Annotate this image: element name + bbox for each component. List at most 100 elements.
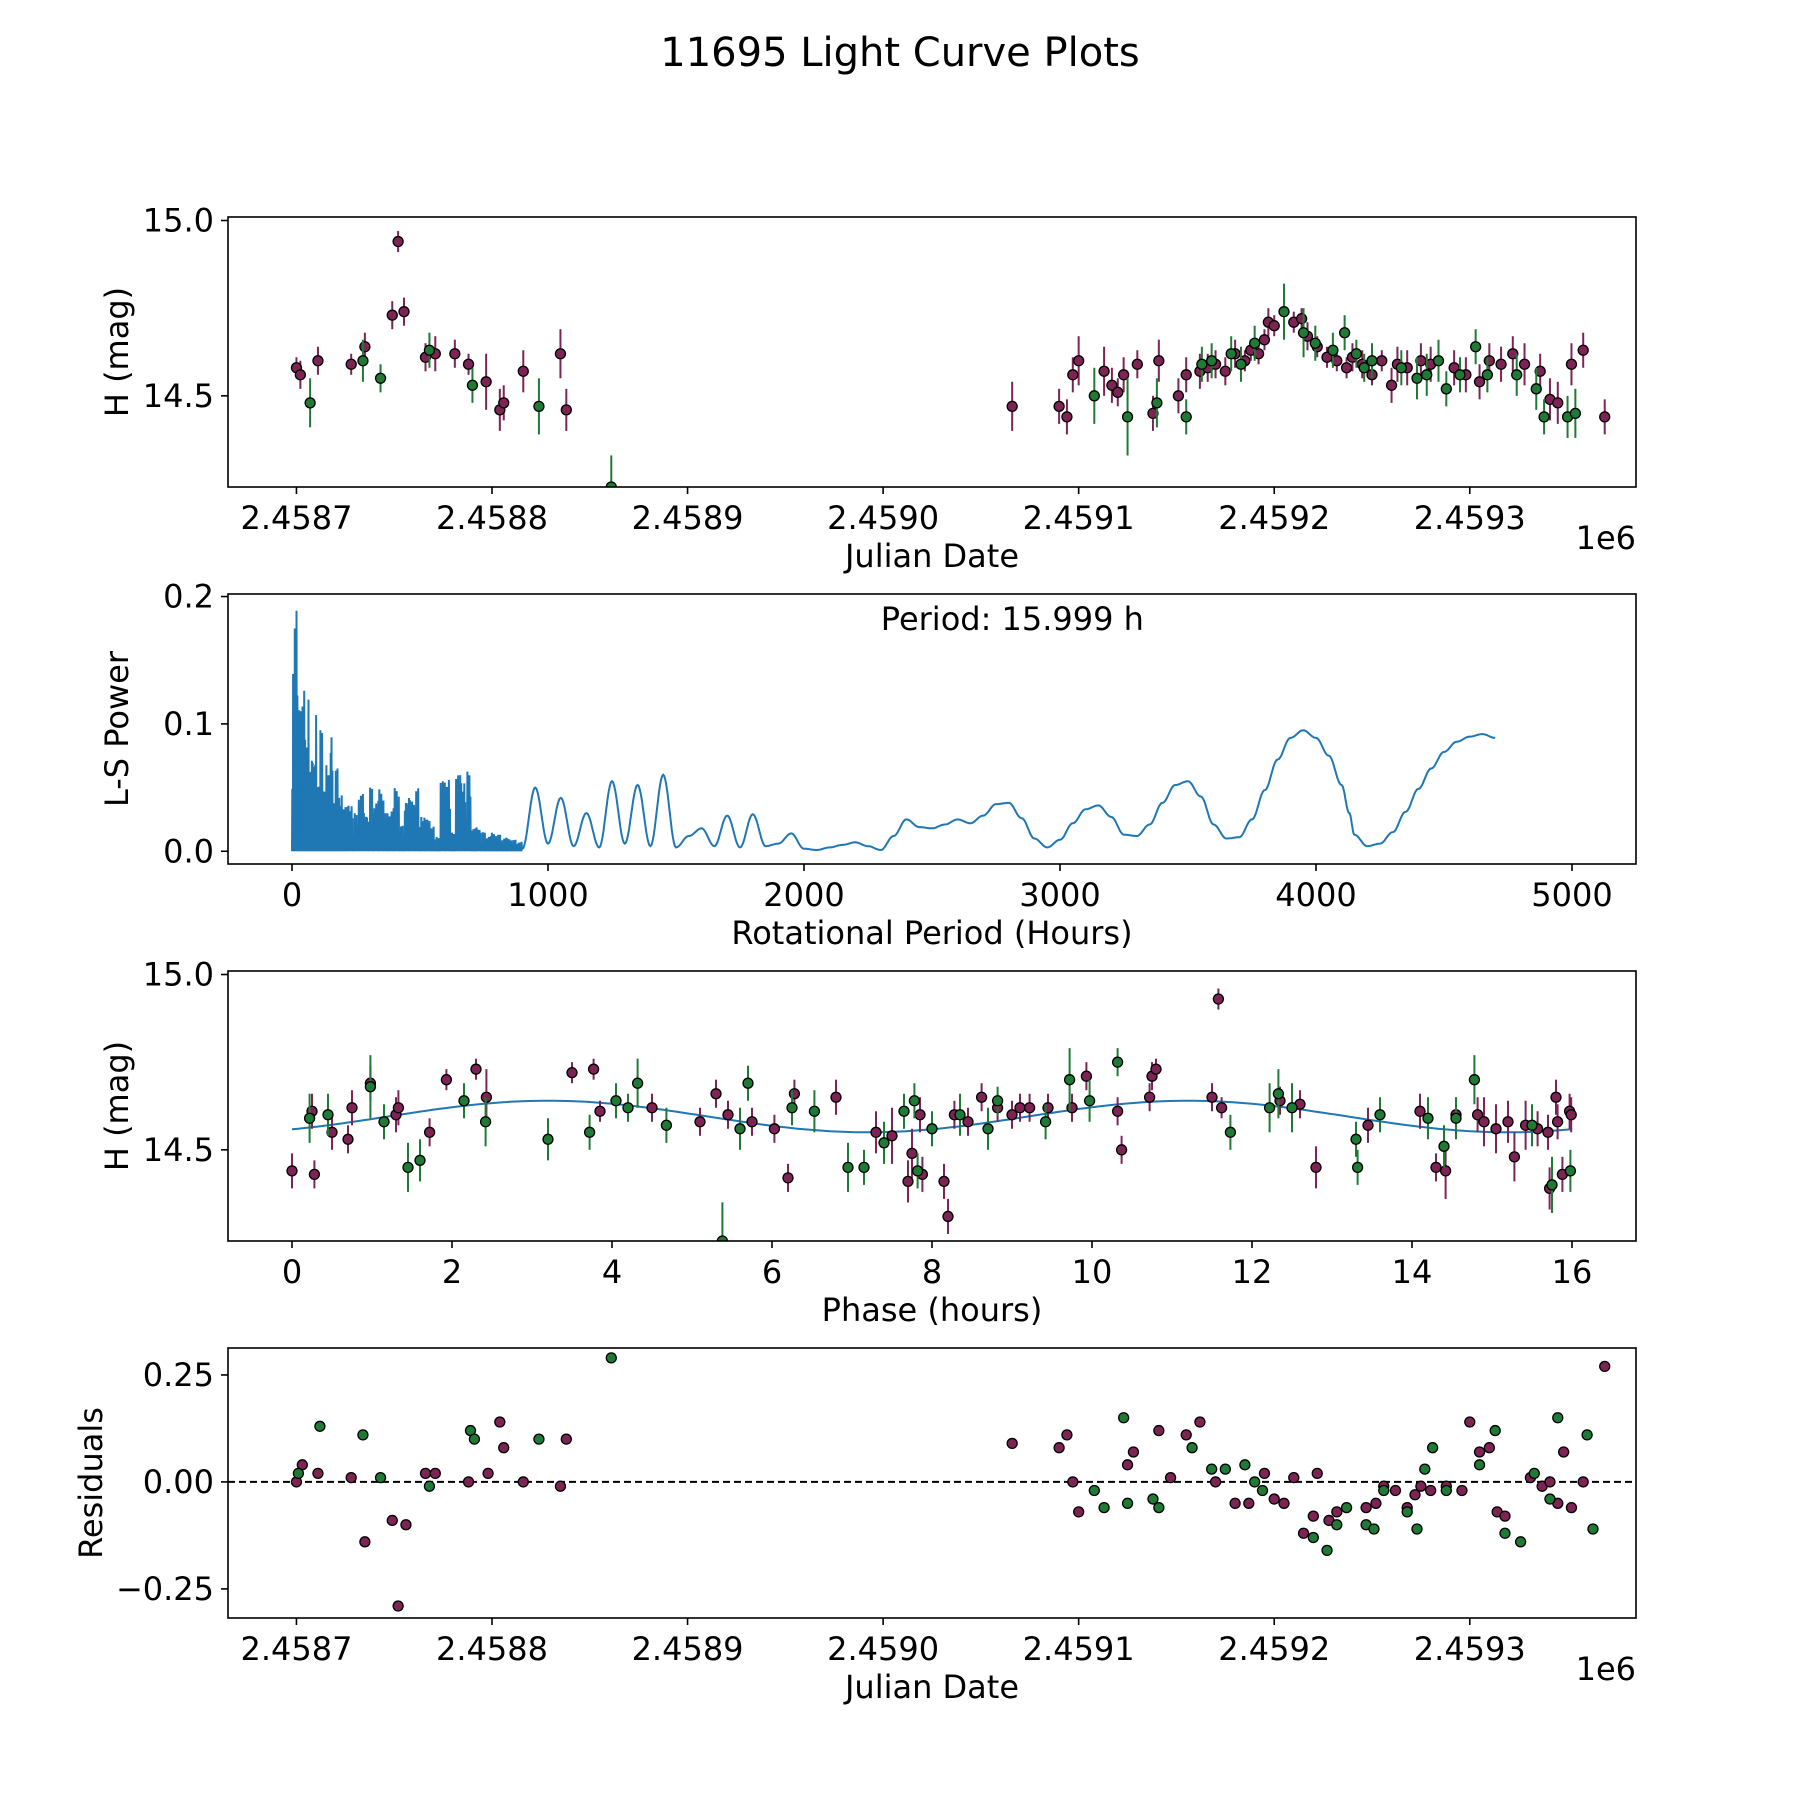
phased-data-point: [610, 1095, 622, 1107]
phased-data-point: [746, 1116, 758, 1128]
residuals-data-point: [1194, 1416, 1206, 1428]
phased-data-point: [911, 1165, 924, 1177]
phased-data-point: [566, 1067, 578, 1079]
residuals-data-point: [1256, 1484, 1269, 1497]
phased-data-point: [1263, 1102, 1276, 1114]
phased-data-point: [1542, 1126, 1554, 1138]
phased-data-point: [1508, 1151, 1521, 1163]
lightcurve-offset-label: 1e6: [1576, 519, 1636, 557]
phased-data-point: [975, 1091, 988, 1103]
periodogram-y-tick-label: 0.2: [163, 578, 214, 616]
lightcurve-data-point: [1268, 320, 1280, 332]
periodogram-noise-segment: [506, 838, 513, 852]
lightcurve-data-point: [1565, 358, 1578, 370]
residuals-data-point: [1268, 1493, 1280, 1505]
phased-data-point: [346, 1102, 358, 1114]
phased-data-point: [594, 1105, 606, 1117]
phased-data-point: [1310, 1161, 1322, 1174]
residuals-data-point: [1464, 1416, 1476, 1428]
periodogram-noise-segment: [449, 832, 457, 852]
residuals-data-point: [1121, 1459, 1134, 1471]
periodogram-noise-segment: [362, 812, 370, 852]
periodogram-x-tick-label: 5000: [1531, 876, 1612, 914]
residuals-data-point: [1278, 1497, 1290, 1509]
phased-data-point: [1502, 1116, 1514, 1128]
lightcurve-data-point: [1327, 344, 1339, 356]
residuals-x-tick-label: 2.4592: [1218, 1630, 1330, 1668]
residuals-data-point: [1419, 1463, 1431, 1475]
lightcurve-data-point: [386, 309, 398, 321]
residuals-data-point: [400, 1519, 412, 1531]
phased-data-point: [1374, 1109, 1386, 1121]
phased-data-point: [1422, 1112, 1434, 1124]
residuals-x-axis-label: Julian Date: [843, 1668, 1019, 1706]
residuals-data-point: [1599, 1360, 1611, 1373]
phased-data-point: [788, 1088, 801, 1100]
residuals-data-point: [494, 1416, 506, 1428]
phased-data-point: [870, 1126, 882, 1138]
lightcurve-data-point: [392, 235, 404, 248]
residuals-data-point: [1311, 1467, 1323, 1480]
residuals-data-point: [1489, 1424, 1501, 1437]
residuals-offset-label: 1e6: [1576, 1650, 1636, 1688]
periodogram-noise-segment: [460, 783, 467, 852]
lightcurve-data-point: [1006, 400, 1018, 413]
phased-x-tick-label: 12: [1232, 1253, 1273, 1291]
periodogram-x-tick-label: 1000: [507, 876, 588, 914]
residuals-data-point: [1006, 1437, 1018, 1450]
phased-data-point: [991, 1095, 1004, 1107]
phased-data-point: [622, 1102, 634, 1114]
residuals-data-point: [1411, 1523, 1423, 1535]
phased-data-point: [982, 1123, 994, 1135]
lightcurve-data-point: [294, 369, 307, 381]
phased-data-point: [646, 1102, 658, 1114]
residuals-data-point: [1307, 1510, 1319, 1522]
lightcurve-data-point: [1534, 365, 1546, 377]
phased-data-point: [1215, 1102, 1228, 1114]
periodogram-noise-segment: [347, 805, 354, 852]
lightcurve-data-point: [1577, 344, 1589, 356]
periodogram-noise-segment: [434, 836, 441, 852]
lightcurve-x-axis-label: Julian Date: [843, 537, 1019, 575]
residuals-data-point: [1053, 1442, 1065, 1454]
phased-data-point: [423, 1126, 436, 1138]
lightcurve-data-point: [345, 358, 357, 370]
residuals-data-point: [1249, 1476, 1261, 1488]
lightcurve-data-point: [1219, 365, 1231, 377]
phased-data-point: [898, 1105, 910, 1117]
phased-data-point: [878, 1137, 890, 1149]
residuals-data-point: [357, 1429, 369, 1441]
periodogram-noise-segment: [352, 813, 359, 852]
lightcurve-data-point: [1469, 341, 1482, 353]
phased-data-point: [364, 1081, 377, 1093]
lightcurve-data-point: [1180, 411, 1192, 423]
lightcurve-data-point: [1385, 379, 1398, 391]
residuals-data-point: [1307, 1531, 1319, 1544]
residuals-data-point: [1209, 1476, 1222, 1488]
residuals-data-point: [345, 1472, 357, 1484]
lightcurve-data-point: [1421, 369, 1433, 381]
lightcurve-y-tick-label: 15.0: [143, 202, 214, 240]
phased-data-point: [1490, 1123, 1502, 1135]
phased-panel: 0 2 4 6 8 10 12 14 16 14.5 15.0 Phase (hours) H (mag…: [98, 956, 1637, 1329]
phased-x-axis-label: Phase (hours): [822, 1291, 1043, 1329]
phased-data-point: [1023, 1102, 1036, 1114]
periodogram-noise-segment: [393, 788, 400, 852]
residuals-data-point: [419, 1467, 432, 1480]
periodogram-noise-segment: [454, 775, 462, 852]
phased-data-point: [1111, 1105, 1124, 1117]
lightcurve-data-point: [1518, 358, 1531, 370]
phased-data-point: [660, 1119, 673, 1131]
lightcurve-data-point: [1411, 372, 1423, 384]
periodogram-noise-segment: [413, 788, 421, 852]
lightcurve-data-point: [1432, 355, 1445, 367]
residuals-data-point: [1321, 1544, 1333, 1557]
phased-y-tick-label: 14.5: [143, 1131, 214, 1169]
residuals-data-point: [1456, 1484, 1468, 1497]
residuals-data-point: [1473, 1446, 1486, 1458]
phased-data-point: [414, 1154, 426, 1167]
lightcurve-data-point: [1483, 355, 1495, 367]
lightcurve-plot-area: [290, 231, 1611, 487]
lightcurve-x-tick-label: 2.4588: [436, 499, 548, 537]
lightcurve-data-point: [1196, 358, 1208, 370]
